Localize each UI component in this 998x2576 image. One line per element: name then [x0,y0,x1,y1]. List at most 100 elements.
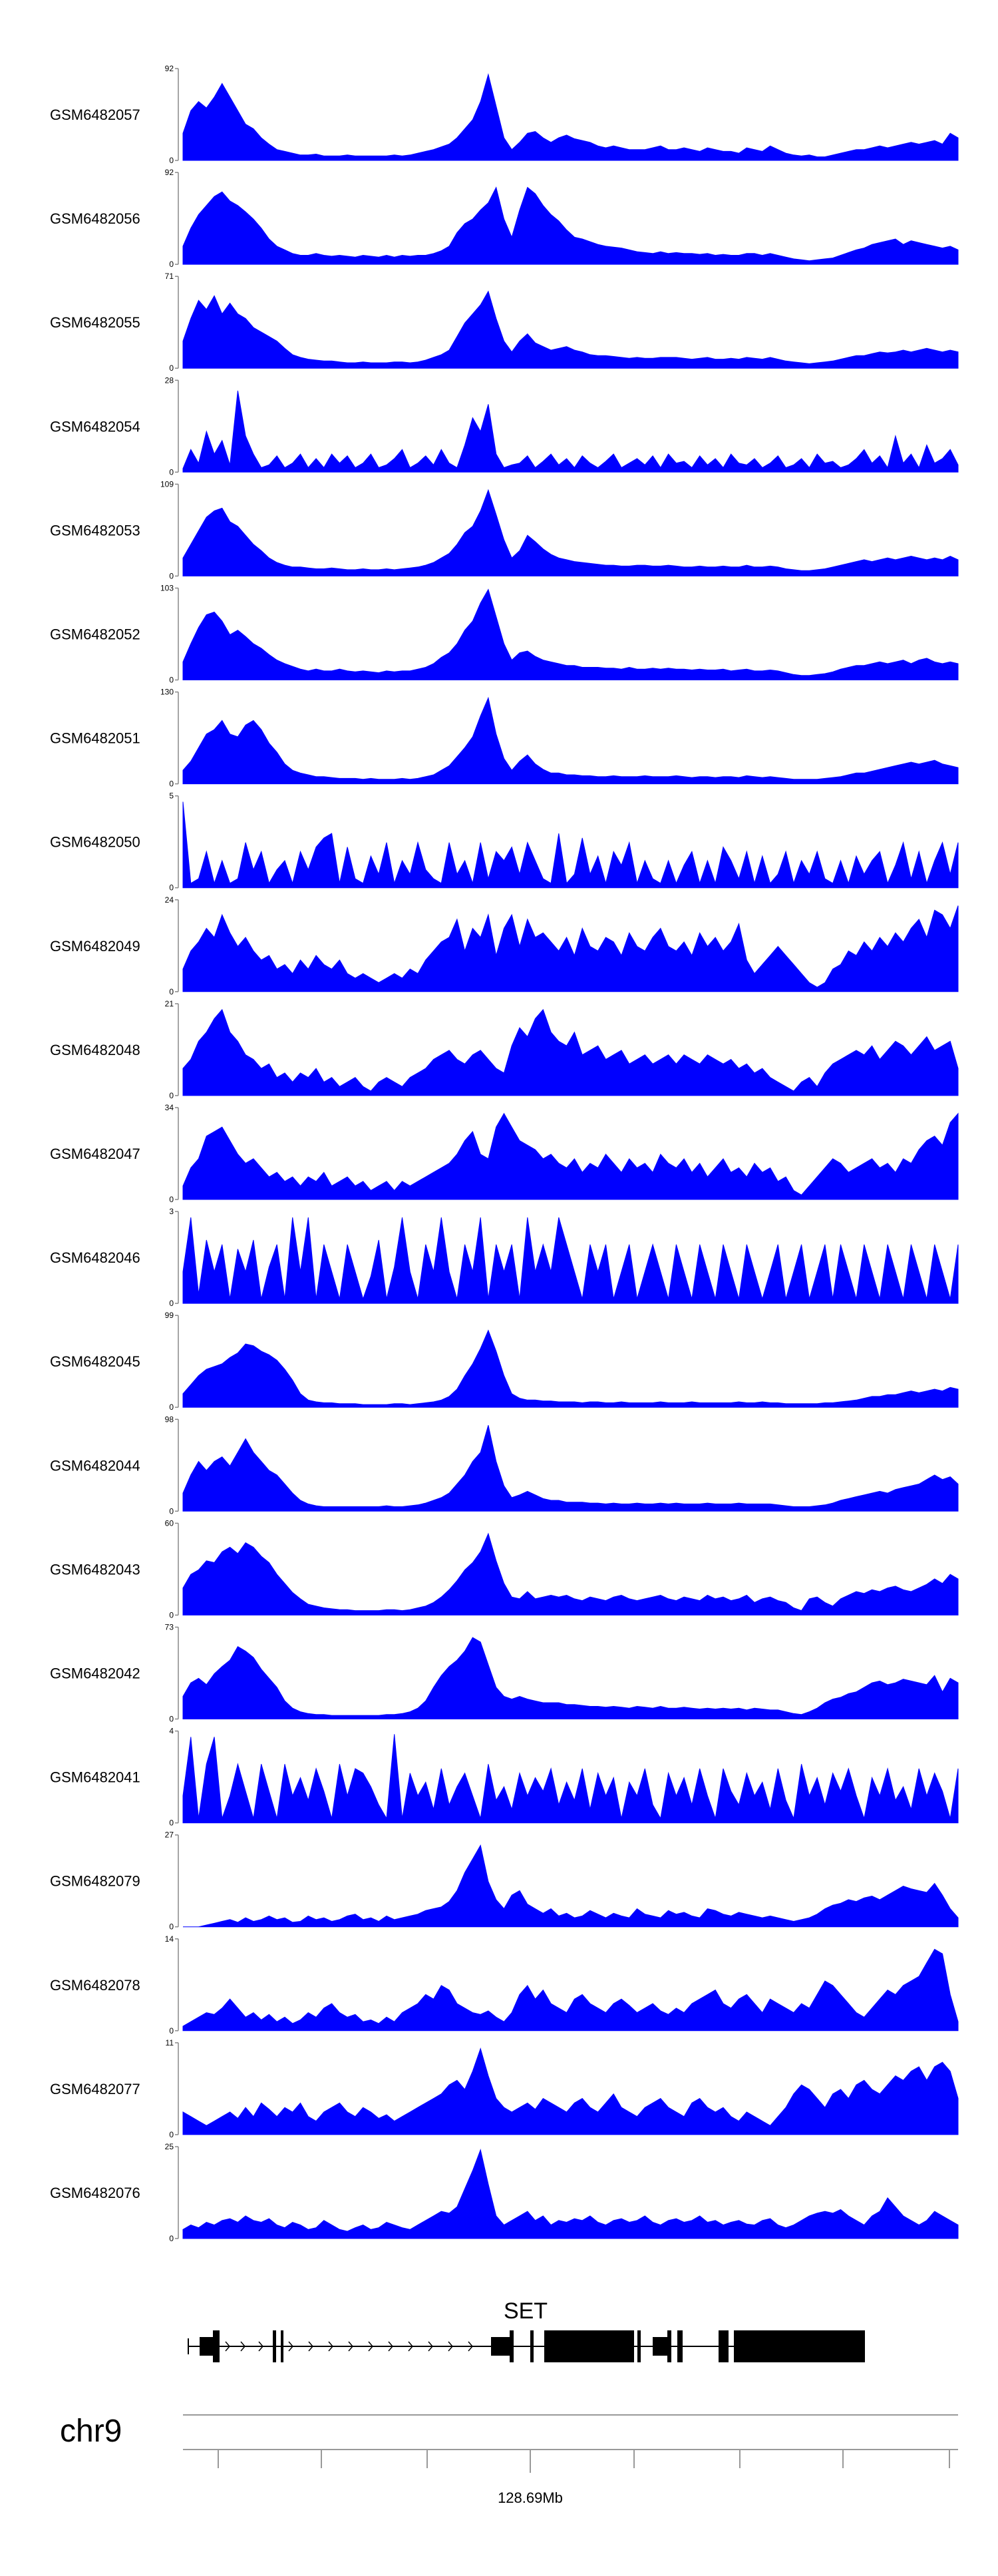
track-GSM6482045: GSM6482045 99 0 [50,1311,959,1412]
coverage-area [182,186,959,265]
strand-arrow [448,2341,453,2352]
track-GSM6482043: GSM6482043 60 0 [50,1518,959,1619]
y-tick-max: 98 [165,1414,174,1424]
y-tick-zero: 0 [169,1402,174,1412]
strand-arrow [408,2341,413,2352]
y-tick-zero: 0 [169,467,174,477]
y-tick-zero: 0 [169,1299,174,1308]
coverage-area [182,588,959,680]
coverage-area [182,1948,959,2032]
exon [281,2330,283,2362]
strand-arrow [368,2341,373,2352]
track-GSM6482077: GSM6482077 11 0 [50,2038,959,2139]
track-label: GSM6482057 [50,107,140,123]
exon [719,2330,729,2362]
exon [213,2330,220,2362]
strand-arrow [348,2341,353,2352]
y-tick-zero: 0 [169,1715,174,1724]
exon [677,2330,683,2362]
track-label: GSM6482047 [50,1146,140,1162]
coverage-area [182,1734,959,1824]
exon [200,2337,214,2356]
track-GSM6482050: GSM6482050 5 0 [50,791,959,893]
track-label: GSM6482052 [50,626,140,643]
y-tick-zero: 0 [169,1819,174,1828]
track-label: GSM6482055 [50,314,140,331]
track-label: GSM6482050 [50,834,140,851]
coverage-area [183,1844,959,1928]
track-GSM6482042: GSM6482042 73 0 [50,1623,959,1724]
y-tick-zero: 0 [169,2130,174,2139]
track-label: GSM6482049 [50,938,140,955]
track-GSM6482056: GSM6482056 92 0 [50,168,959,269]
track-GSM6482047: GSM6482047 34 0 [50,1103,959,1204]
coverage-area [182,1217,959,1304]
y-tick-zero: 0 [169,1091,174,1100]
track-label: GSM6482056 [50,210,140,227]
y-tick-max: 3 [169,1207,174,1216]
track-GSM6482041: GSM6482041 4 0 [50,1727,959,1828]
y-tick-max: 21 [165,999,174,1008]
axis-ticks [218,2450,950,2473]
y-tick-max: 25 [165,2142,174,2151]
y-tick-max: 71 [165,272,174,281]
y-tick-max: 109 [160,479,174,489]
y-tick-max: 99 [165,1311,174,1320]
gene-exons [200,2330,865,2362]
track-label: GSM6482054 [50,418,140,435]
track-GSM6482053: GSM6482053 109 0 [50,479,959,580]
coverage-area [182,1532,959,1615]
track-label: GSM6482051 [50,730,140,747]
y-tick-zero: 0 [169,2026,174,2036]
exon [273,2330,276,2362]
track-label: GSM6482076 [50,2185,140,2201]
coverage-area [182,1424,959,1512]
y-tick-zero: 0 [169,260,174,269]
exon [745,2330,865,2362]
exon [510,2330,514,2362]
track-GSM6482046: GSM6482046 3 0 [50,1207,959,1308]
y-tick-zero: 0 [169,363,174,373]
y-tick-max: 92 [165,64,174,73]
track-label: GSM6482041 [50,1769,140,1786]
exon [627,2330,634,2362]
track-GSM6482079: GSM6482079 27 0 [50,1830,959,1932]
strand-arrow [428,2341,433,2352]
genome-axis: 128.69Mb [183,2449,958,2506]
y-tick-max: 5 [169,791,174,801]
coverage-area [182,1637,959,1719]
y-tick-zero: 0 [169,1922,174,1932]
strand-arrow [240,2341,246,2352]
track-GSM6482052: GSM6482052 103 0 [50,584,959,685]
y-tick-max: 28 [165,375,174,385]
y-tick-max: 73 [165,1623,174,1632]
strand-arrow [308,2341,313,2352]
exon [589,2330,593,2362]
gene-label: SET [504,2298,548,2324]
track-label: GSM6482053 [50,522,140,538]
track-label: GSM6482043 [50,1561,140,1578]
track-label: GSM6482045 [50,1353,140,1370]
tracks-group: GSM6482057920GSM6482056920GSM6482055710G… [50,64,959,2243]
track-GSM6482054: GSM6482054 28 0 [50,375,959,477]
track-GSM6482076: GSM6482076 25 0 [50,2142,959,2243]
y-tick-zero: 0 [169,987,174,996]
y-tick-zero: 0 [169,1195,174,1204]
chromosome-label: chr9 [60,2414,122,2449]
axis-position-label: 128.69Mb [498,2489,563,2506]
y-tick-zero: 0 [169,779,174,789]
y-tick-max: 4 [169,1727,174,1736]
y-tick-max: 103 [160,584,174,593]
exon [734,2330,746,2362]
track-GSM6482078: GSM6482078 14 0 [50,1934,959,2036]
exon [491,2337,510,2356]
track-GSM6482049: GSM6482049 24 0 [50,895,959,996]
y-tick-max: 24 [165,895,174,905]
y-tick-zero: 0 [169,1506,174,1516]
y-tick-max: 11 [166,2038,174,2047]
track-GSM6482051: GSM6482051 130 0 [50,688,959,789]
strand-arrow [288,2341,293,2352]
y-tick-zero: 0 [169,676,174,685]
coverage-area [182,489,959,576]
